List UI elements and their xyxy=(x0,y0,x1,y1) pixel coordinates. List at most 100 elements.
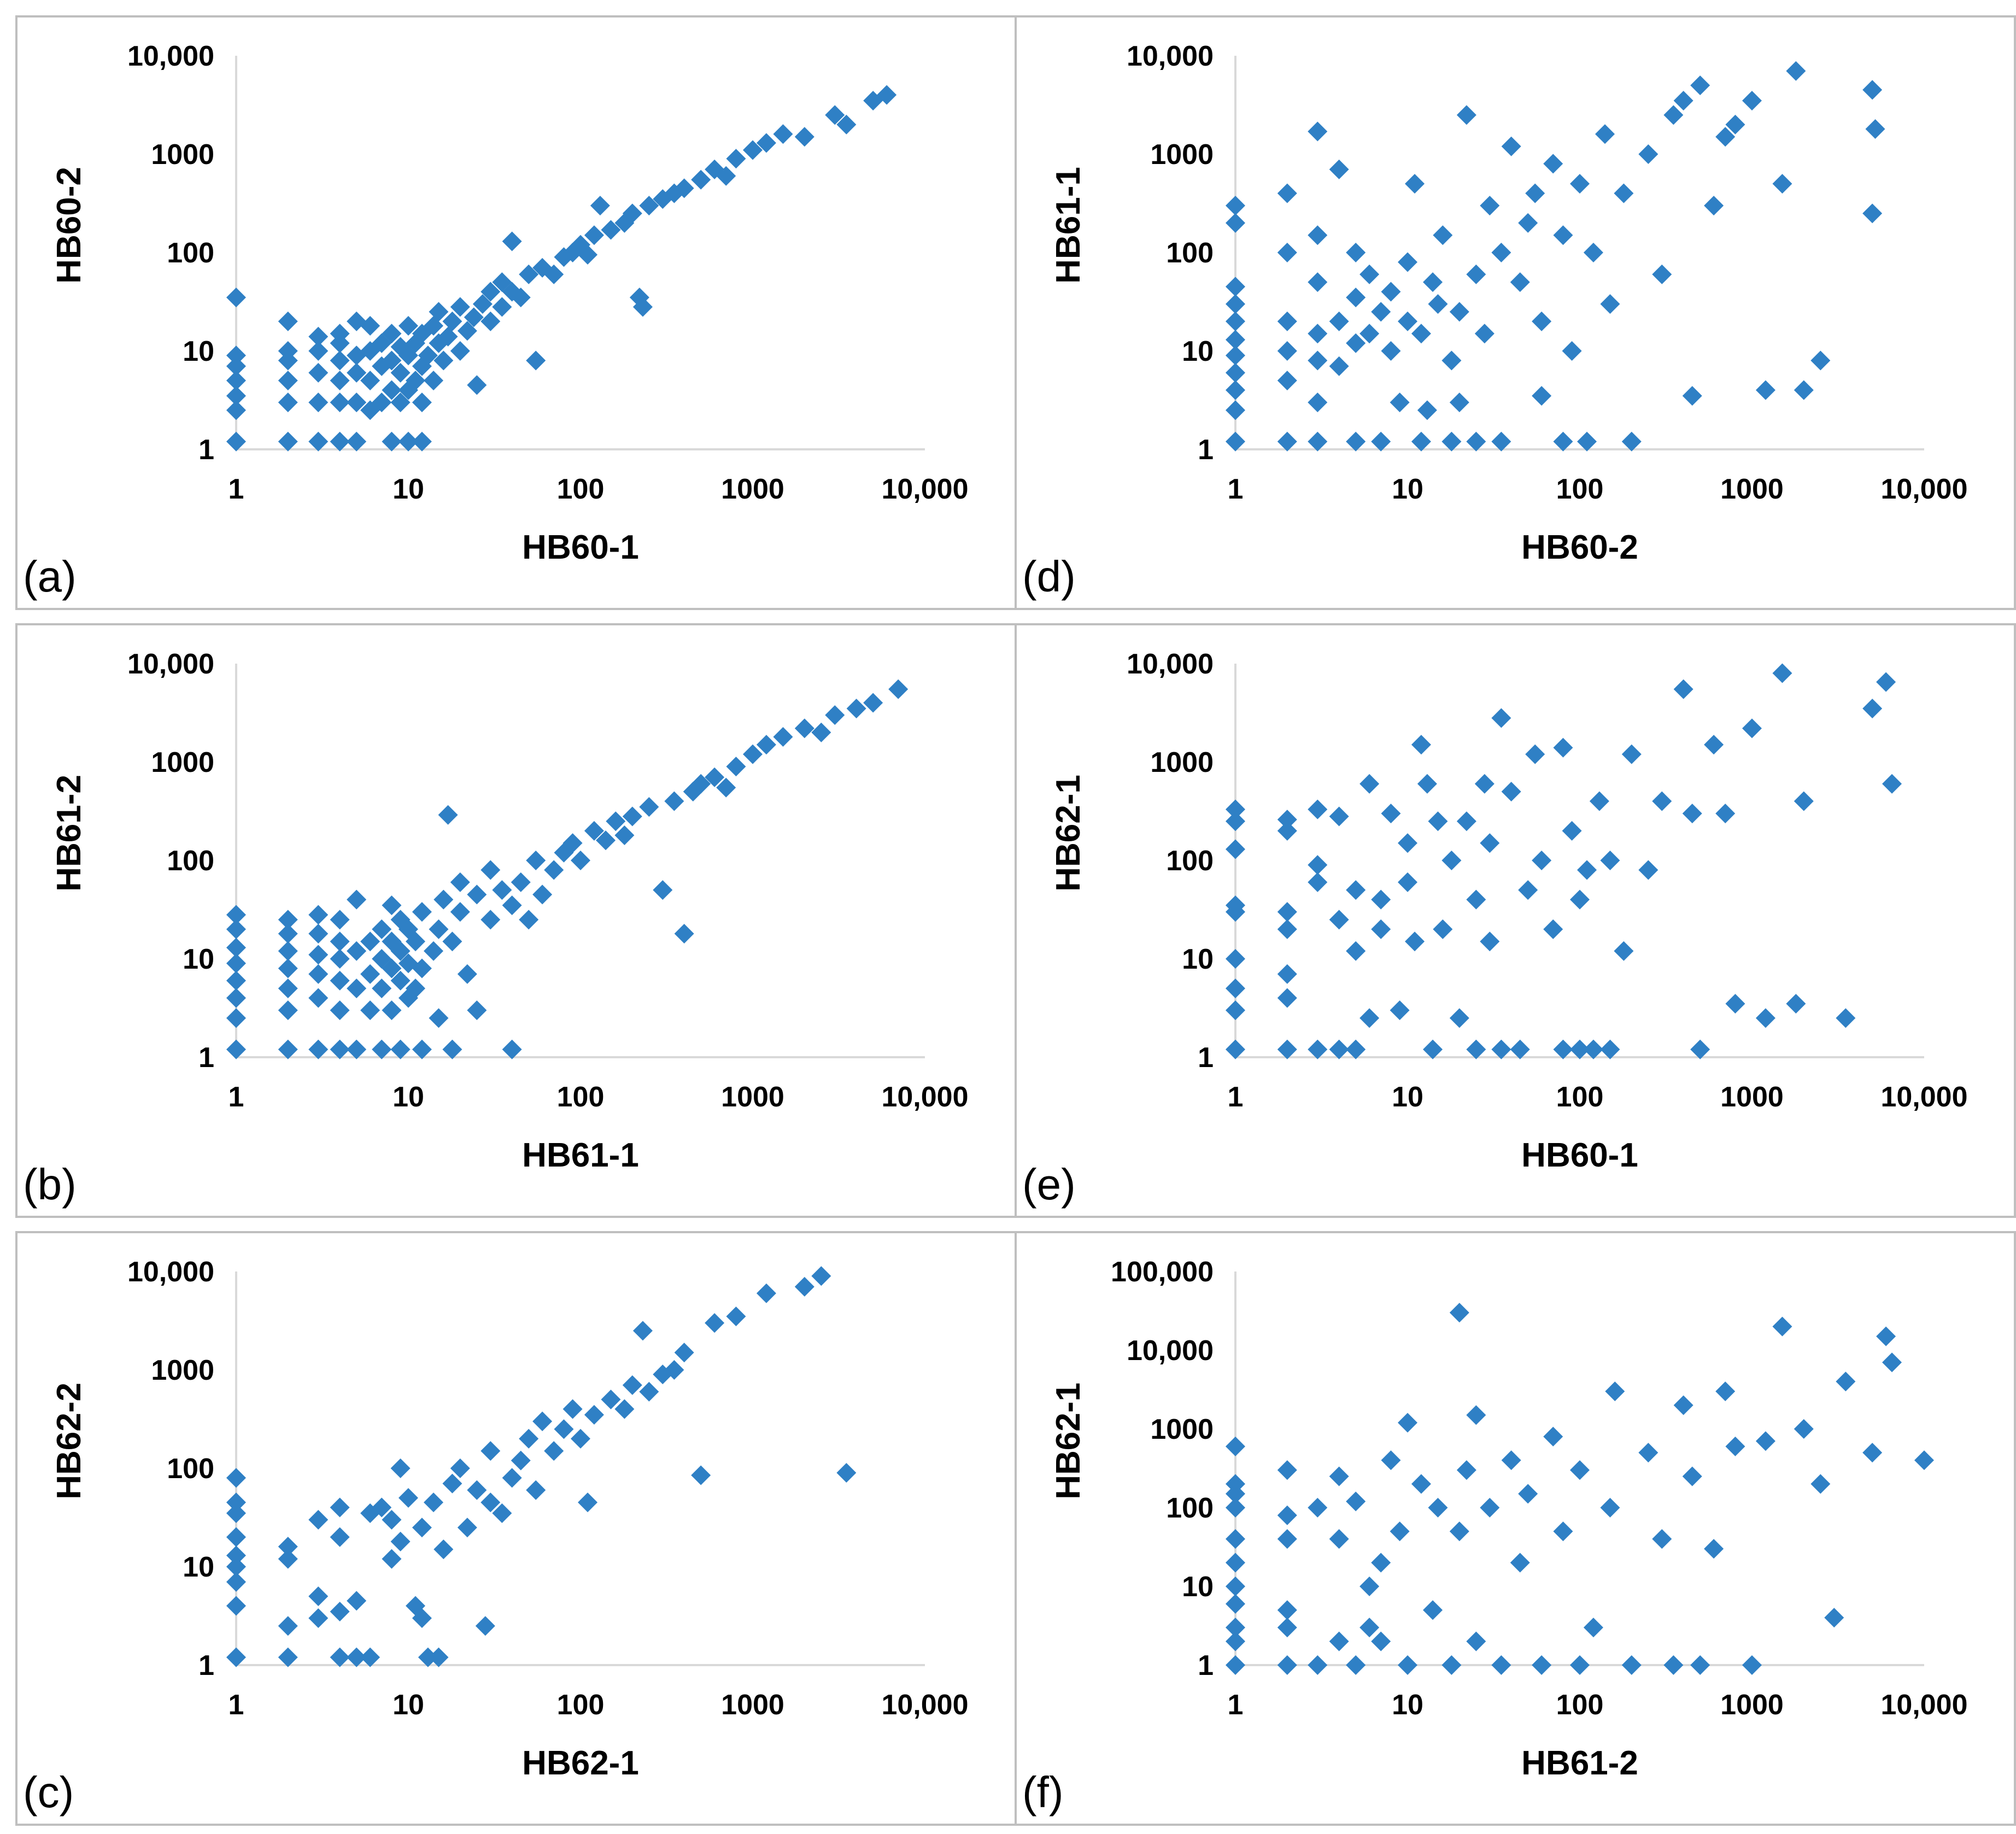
x-tick-label: 10 xyxy=(1392,473,1423,505)
data-point xyxy=(1329,1631,1349,1651)
data-point xyxy=(390,1532,411,1552)
data-point xyxy=(743,744,763,764)
data-point xyxy=(632,1321,653,1341)
data-point xyxy=(442,311,462,331)
data-point xyxy=(1371,431,1391,452)
ticks-group: 1 10 100 1000 10,000 1 10 100 1000 10,000 xyxy=(1127,40,1968,505)
data-point xyxy=(467,375,487,395)
scatter-chart-f: 1 10 100 1000 10,000110100100010,000100,000 … xyxy=(1022,1256,1968,1817)
data-point xyxy=(1371,889,1391,910)
data-point xyxy=(1346,243,1366,262)
data-point xyxy=(360,931,380,952)
data-point xyxy=(226,356,246,376)
data-point xyxy=(601,1390,621,1410)
data-point xyxy=(330,1647,350,1667)
data-point xyxy=(664,791,684,811)
data-point xyxy=(1553,1039,1573,1059)
data-point xyxy=(226,953,246,974)
data-point xyxy=(691,169,711,190)
data-point xyxy=(226,1647,246,1667)
data-point xyxy=(1308,324,1328,344)
data-point xyxy=(1532,386,1552,406)
x-axis-label: HB60-2 xyxy=(1521,529,1638,566)
data-point xyxy=(1308,121,1328,142)
y-tick-label: 1 xyxy=(1198,1042,1214,1074)
data-point xyxy=(1428,1498,1448,1517)
data-point xyxy=(278,978,298,999)
y-tick-label: 10 xyxy=(1182,1571,1214,1603)
x-tick-label: 10,000 xyxy=(881,473,968,505)
data-point xyxy=(382,431,402,452)
data-point xyxy=(1226,811,1245,831)
data-point xyxy=(372,919,392,939)
points-group xyxy=(1226,1303,1934,1675)
y-tick-label: 1 xyxy=(1198,1650,1214,1681)
data-point xyxy=(1532,311,1552,331)
data-point xyxy=(1725,994,1745,1014)
data-point xyxy=(382,1510,402,1530)
data-point xyxy=(1381,804,1401,824)
data-point xyxy=(1742,91,1762,111)
data-point xyxy=(1690,75,1710,96)
data-point xyxy=(278,341,298,361)
data-point xyxy=(1673,679,1693,699)
data-point xyxy=(1772,663,1792,683)
data-point xyxy=(1621,744,1642,764)
data-point xyxy=(1518,213,1538,233)
data-point xyxy=(406,931,426,952)
data-point xyxy=(639,797,659,817)
y-tick-label: 10 xyxy=(183,336,214,367)
data-point xyxy=(1329,806,1349,827)
data-point xyxy=(584,821,604,841)
data-point xyxy=(554,1419,574,1439)
data-point xyxy=(606,811,626,831)
data-point xyxy=(278,1039,298,1059)
data-point xyxy=(1226,380,1245,400)
data-point xyxy=(1226,1498,1245,1517)
data-point xyxy=(382,1000,402,1021)
data-point xyxy=(1621,431,1642,452)
data-point xyxy=(632,297,653,317)
data-point xyxy=(1786,994,1806,1014)
data-point xyxy=(412,431,432,452)
data-point xyxy=(1308,225,1328,245)
data-point xyxy=(1277,810,1297,830)
data-point xyxy=(526,1480,546,1500)
data-point xyxy=(756,735,776,755)
data-point xyxy=(278,371,298,391)
data-point xyxy=(1277,821,1297,841)
data-point xyxy=(475,1616,495,1636)
data-point xyxy=(526,350,546,371)
data-point xyxy=(450,1458,470,1478)
data-point xyxy=(596,830,616,851)
data-point xyxy=(1704,735,1724,755)
data-point xyxy=(1359,1577,1380,1596)
x-tick-label: 1000 xyxy=(721,1081,784,1113)
data-point xyxy=(519,1428,539,1449)
data-point xyxy=(480,1441,501,1461)
data-point xyxy=(1456,1460,1476,1480)
data-point xyxy=(330,324,350,344)
data-point xyxy=(1510,272,1530,292)
data-point xyxy=(1673,91,1693,111)
data-point xyxy=(705,767,725,787)
data-point xyxy=(1553,431,1573,452)
data-point xyxy=(492,1503,512,1524)
data-point xyxy=(1614,183,1634,203)
x-tick-label: 1000 xyxy=(1720,1689,1784,1721)
data-point xyxy=(1704,196,1724,216)
data-point xyxy=(1346,1491,1366,1511)
data-point xyxy=(1543,154,1563,174)
data-point xyxy=(442,1039,462,1059)
data-point xyxy=(1346,333,1366,353)
data-point xyxy=(1862,80,1883,100)
data-point xyxy=(1518,1484,1538,1504)
data-point xyxy=(726,1306,746,1327)
data-point xyxy=(1308,1039,1328,1059)
data-point xyxy=(1466,431,1486,452)
data-point xyxy=(457,321,477,341)
y-axis-label: HB61-1 xyxy=(1050,167,1087,284)
data-point xyxy=(418,345,438,366)
data-point xyxy=(1865,119,1885,139)
data-point xyxy=(1441,851,1462,870)
